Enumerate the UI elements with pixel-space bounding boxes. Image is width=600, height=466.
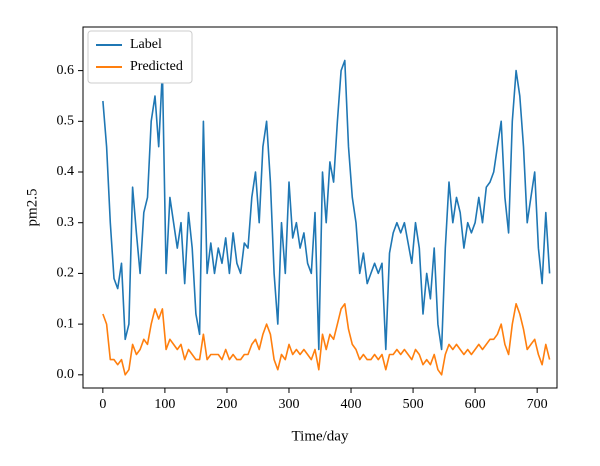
line-series xyxy=(102,303,551,376)
y-tick-label: 0.5 xyxy=(57,114,75,129)
x-tick-label: 400 xyxy=(341,397,362,412)
x-tick-label: 0 xyxy=(99,397,106,412)
x-tick-label: 600 xyxy=(465,397,486,412)
y-tick-label: 0.2 xyxy=(57,266,75,281)
y-tick-label: 0.6 xyxy=(57,63,75,78)
x-tick-label: 300 xyxy=(278,397,299,412)
y-tick-label: 0.3 xyxy=(57,215,75,230)
legend-label: Label xyxy=(130,37,162,52)
plot-frame xyxy=(82,26,558,389)
x-tick-label: 500 xyxy=(403,397,424,412)
y-tick-label: 0.4 xyxy=(57,164,75,179)
y-tick-label: 0.0 xyxy=(57,367,75,382)
x-tick-label: 700 xyxy=(527,397,548,412)
x-tick-label: 100 xyxy=(154,397,175,412)
y-tick-label: 0.1 xyxy=(57,316,75,331)
legend-label: Predicted xyxy=(130,59,183,74)
y-axis-label: pm2.5 xyxy=(24,189,40,227)
line-series xyxy=(102,59,551,351)
x-tick-label: 200 xyxy=(216,397,237,412)
x-axis-label: Time/day xyxy=(292,428,349,444)
